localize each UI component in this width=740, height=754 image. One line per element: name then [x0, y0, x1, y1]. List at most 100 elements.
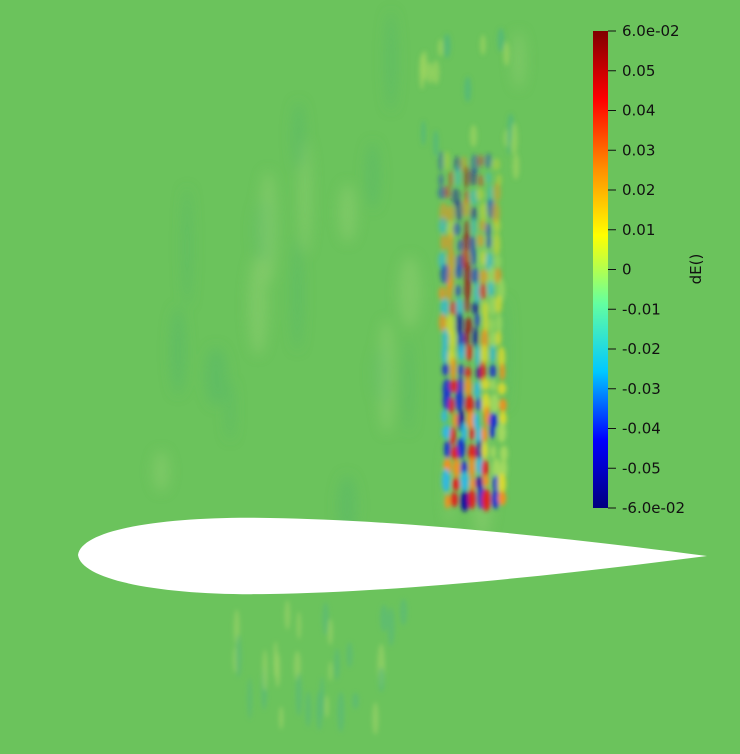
streak-blob — [489, 331, 498, 349]
streak-blob — [491, 489, 500, 510]
halo-blob — [291, 237, 303, 351]
streak-blob — [497, 346, 506, 369]
streak-wisp — [421, 120, 426, 146]
streak-blob — [497, 473, 507, 494]
streak-blob — [448, 170, 454, 188]
streak-blob — [466, 410, 476, 430]
streak-blob — [483, 406, 491, 427]
streak-blob — [479, 269, 488, 284]
streak-blob — [463, 261, 471, 286]
colorbar-tick-label: 0.02 — [622, 181, 655, 199]
streak-blob — [442, 389, 451, 411]
halo-blob — [226, 380, 235, 441]
halo-blob — [205, 346, 228, 406]
lower-perturbation-streaks — [232, 598, 408, 735]
streak-blob — [489, 425, 496, 439]
streak-blob — [465, 343, 473, 362]
lower-streak-blob — [235, 634, 242, 678]
streak-blob — [480, 378, 490, 391]
streak-blob — [438, 150, 444, 172]
streak-wisp — [426, 62, 434, 84]
streak-blob — [493, 255, 502, 268]
streak-blob — [469, 168, 478, 186]
streak-blob — [440, 234, 448, 251]
lower-streak-blob — [316, 690, 323, 731]
streak-blob — [482, 474, 489, 488]
streak-blob — [460, 471, 469, 492]
lower-streak-blob — [324, 695, 330, 718]
streak-blob — [446, 204, 455, 223]
streak-blob — [463, 280, 472, 300]
streak-blob — [489, 412, 498, 430]
streak-blob — [442, 362, 449, 376]
halo-blob — [385, 11, 397, 111]
streak-wisp — [432, 60, 440, 85]
streak-blob — [481, 488, 491, 512]
halo-blob — [153, 451, 170, 492]
streak-blob — [460, 490, 469, 512]
streak-blob — [441, 409, 447, 423]
streak-blob — [450, 492, 458, 508]
streak-blob — [498, 411, 507, 427]
streak-blob — [461, 422, 467, 442]
colorbar-tick-label: 0.01 — [622, 221, 655, 239]
streak-blob — [490, 344, 496, 364]
lower-streak-blob — [296, 611, 302, 640]
colorbar-tick-label: 0.05 — [622, 62, 655, 80]
streak-blob — [464, 366, 472, 380]
streak-blob — [476, 457, 483, 475]
streak-blob — [450, 426, 456, 446]
streak-wisp — [464, 76, 472, 103]
streak-blob — [462, 233, 471, 252]
streak-blob — [493, 232, 501, 256]
streak-blob — [457, 343, 466, 361]
streak-blob — [463, 296, 470, 313]
streak-blob — [490, 445, 496, 459]
streak-blob — [473, 412, 480, 429]
streak-blob — [473, 282, 481, 305]
streak-blob — [438, 217, 448, 234]
streak-blob — [476, 233, 485, 248]
streak-blob — [479, 219, 487, 232]
lower-streak-blob — [387, 607, 395, 647]
lower-streak-blob — [378, 667, 385, 693]
streak-wisp — [510, 122, 518, 156]
streak-blob — [452, 222, 461, 237]
streak-blob — [489, 364, 497, 379]
streak-wisp — [443, 33, 451, 59]
streak-blob — [495, 295, 503, 314]
lower-streak-blob — [352, 692, 359, 710]
streak-blob — [492, 458, 501, 482]
lower-streak-blob — [322, 601, 329, 636]
lower-streak-blob — [305, 691, 312, 728]
streak-blob — [474, 380, 481, 400]
streak-blob — [479, 202, 488, 223]
streak-blob — [457, 437, 466, 459]
lower-streak-blob — [247, 677, 253, 720]
streak-blob — [480, 250, 487, 266]
streak-blob — [472, 326, 479, 348]
streak-blob — [475, 188, 485, 201]
lower-streak-blob — [328, 661, 333, 682]
streak-blob — [452, 477, 460, 491]
streak-blob — [438, 313, 447, 332]
streak-blob — [454, 165, 462, 188]
streak-blob — [471, 217, 477, 237]
streak-blob — [464, 377, 472, 397]
streak-blob — [470, 206, 478, 221]
streak-blob — [487, 281, 495, 297]
streak-blob — [474, 312, 480, 328]
streak-blob — [486, 235, 492, 249]
streak-blob — [495, 330, 502, 346]
streak-blob — [455, 284, 461, 298]
streak-blob — [475, 344, 481, 367]
halo-blob — [298, 139, 312, 255]
streak-blob — [440, 264, 450, 284]
streak-blob — [491, 201, 501, 225]
streak-blob — [491, 158, 501, 171]
streak-blob — [465, 394, 474, 415]
lower-streak-blob — [337, 691, 345, 733]
